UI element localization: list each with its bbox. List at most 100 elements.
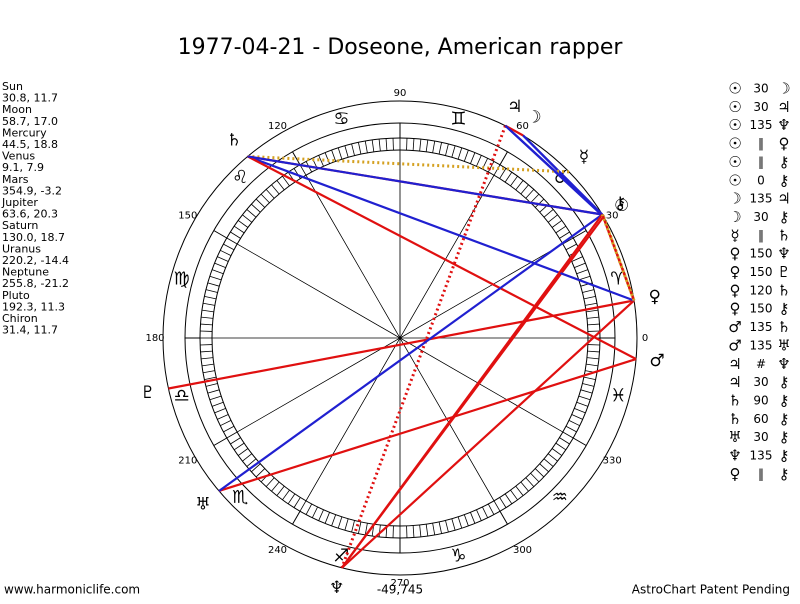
degree-tick (470, 153, 474, 164)
degree-label: 120 (268, 121, 287, 132)
aspect-line (219, 359, 636, 491)
degree-tick (531, 473, 539, 482)
aspect-to: ♆ (777, 355, 790, 373)
aspect-from: ♄ (728, 410, 741, 428)
degree-tick (294, 497, 300, 507)
degree-tick (220, 420, 231, 425)
degree-tick (500, 497, 506, 507)
degree-tick (234, 226, 244, 233)
planet-glyph: ♄ (227, 130, 242, 150)
planet-glyph: ♀ (649, 287, 661, 307)
planet-coords: 31.4, 11.7 (2, 324, 58, 337)
degree-tick (379, 525, 380, 537)
degree-tick (586, 364, 598, 366)
aspect-from: ♂ (728, 318, 741, 336)
planet-glyph: ⚷ (614, 194, 626, 214)
degree-tick (338, 517, 342, 528)
degree-tick (238, 449, 248, 456)
degree-tick (215, 408, 226, 412)
degree-tick (203, 303, 215, 305)
planet-glyph: ☿ (579, 147, 589, 167)
aspect-type: # (756, 357, 766, 371)
aspect-line (168, 301, 634, 389)
degree-tick (582, 290, 594, 293)
sign-divider (500, 511, 508, 524)
degree-tick (587, 317, 599, 318)
degree-tick (556, 443, 566, 450)
degree-tick (464, 515, 468, 526)
aspect-to: ⚷ (779, 428, 790, 446)
degree-tick (288, 494, 295, 504)
sign-glyph: ♑ (450, 545, 466, 566)
aspect-to: ♆ (777, 116, 790, 134)
degree-tick (277, 486, 284, 495)
aspect-line (219, 215, 602, 491)
aspect-to: ⚷ (779, 373, 790, 391)
aspect-to: ⚷ (779, 465, 790, 483)
degree-tick (332, 515, 336, 526)
degree-tick (585, 303, 597, 305)
degree-tick (358, 522, 360, 534)
aspect-to: ⚷ (779, 171, 790, 189)
planet-glyph: ♅ (195, 495, 210, 515)
degree-tick (201, 358, 213, 359)
degree-tick (208, 283, 220, 286)
degree-tick (452, 146, 455, 158)
degree-tick (470, 512, 474, 523)
degree-tick (266, 478, 274, 487)
degree-tick (516, 180, 523, 189)
aspect-type: 120 (750, 283, 773, 297)
aspect-to: ⚷ (779, 447, 790, 465)
aspect-type: 0 (757, 173, 765, 187)
degree-tick (586, 310, 598, 312)
degree-tick (202, 310, 214, 312)
degree-tick (552, 449, 562, 456)
degree-label: 150 (178, 211, 197, 222)
degree-tick (256, 199, 265, 207)
degree-tick (251, 204, 260, 212)
degree-tick (200, 324, 212, 325)
degree-tick (271, 482, 279, 491)
degree-tick (206, 290, 218, 293)
aspect-type: 150 (750, 302, 773, 316)
aspect-type: 30 (753, 100, 768, 114)
degree-tick (482, 507, 487, 518)
degree-tick (282, 490, 289, 500)
degree-tick (325, 153, 329, 164)
degree-tick (574, 263, 585, 267)
degree-tick (439, 142, 441, 154)
aspect-to: ♀ (779, 135, 790, 153)
aspect-from: ♀ (730, 281, 741, 299)
degree-tick (345, 146, 348, 158)
degree-tick (256, 469, 265, 477)
sign-glyph: ♎ (174, 385, 190, 406)
degree-tick (220, 250, 231, 255)
degree-tick (200, 351, 212, 352)
footer-right: AstroChart Patent Pending (632, 583, 790, 597)
aspect-from: ♂ (728, 336, 741, 354)
degree-tick (300, 501, 306, 511)
degree-tick (540, 464, 549, 472)
aspect-from: ☉ (728, 80, 741, 98)
degree-tick (587, 358, 599, 359)
degree-tick (223, 244, 234, 250)
aspect-line (248, 156, 634, 300)
degree-label: 210 (178, 456, 197, 467)
degree-tick (433, 523, 435, 535)
degree-tick (227, 432, 237, 438)
degree-tick (439, 522, 441, 534)
degree-tick (521, 185, 529, 194)
aspect-to: ♃ (777, 190, 790, 208)
aspect-to: ⚷ (779, 153, 790, 171)
degree-tick (217, 414, 228, 419)
degree-tick (569, 420, 580, 425)
degree-tick (217, 257, 228, 262)
aspect-from: ♅ (728, 428, 741, 446)
planet-glyph: ♃ (507, 97, 522, 117)
degree-tick (204, 296, 216, 298)
degree-tick (445, 520, 448, 532)
aspect-from: ☽ (728, 208, 741, 226)
degree-tick (566, 244, 577, 250)
